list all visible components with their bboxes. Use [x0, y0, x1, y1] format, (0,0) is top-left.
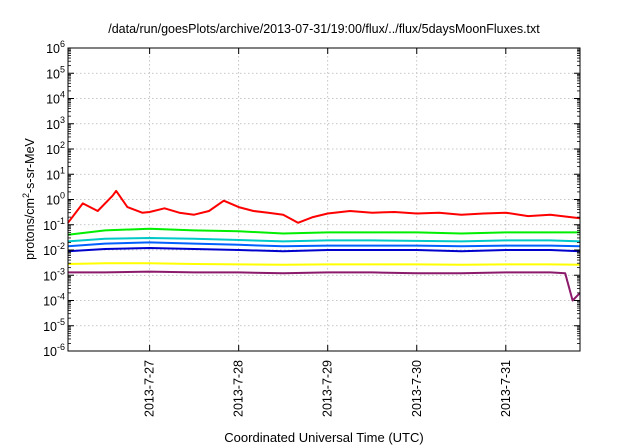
x-axis-label: Coordinated Universal Time (UTC)	[224, 430, 423, 445]
y-tick-label: 10-6	[43, 342, 65, 359]
series-line-7	[68, 270, 581, 302]
y-tick-label: 101	[46, 165, 65, 182]
x-tick-label: 2013-7-27	[143, 360, 157, 417]
y-tick-label: 10-3	[43, 266, 65, 283]
x-tick-label: 2013-7-30	[410, 360, 424, 417]
y-tick-label: 102	[46, 140, 65, 157]
grid-lines	[68, 48, 580, 351]
y-tick-label: 10-4	[43, 292, 65, 309]
y-tick-label: 106	[46, 39, 65, 56]
series-line-4	[67, 241, 581, 248]
y-axis-label-unit: protons/cm	[23, 198, 37, 260]
y-axis-label-exponent: 2	[21, 193, 31, 198]
series-line-6	[67, 262, 581, 266]
x-tick-label: 2013-7-28	[232, 360, 246, 417]
y-tick-label: 10-1	[43, 216, 65, 233]
series-line-3	[67, 237, 581, 243]
chart-title: /data/run/goesPlots/archive/2013-07-31/1…	[108, 22, 540, 36]
y-tick-label: 104	[46, 90, 65, 107]
y-tick-label: 103	[46, 115, 65, 132]
series-line-1	[67, 189, 581, 224]
y-axis-label-rest: -s-sr-MeV	[23, 137, 37, 193]
x-axis-ticks: 2013-7-27 2013-7-28 2013-7-29 2013-7-30 2013…	[143, 48, 513, 417]
series-line-2	[67, 227, 580, 236]
x-tick-label: 2013-7-31	[499, 360, 513, 417]
y-axis-label: protons/cm2-s-sr-MeV	[21, 137, 37, 259]
x-tick-label: 2013-7-29	[321, 360, 335, 417]
y-tick-label: 105	[46, 64, 65, 81]
series-line-5	[67, 247, 581, 253]
y-tick-label: 10-2	[43, 241, 65, 258]
y-axis-ticks: 10-6 10-5 10-4 10-3 10-2 10-1 100 101 102 103 104 1…	[43, 39, 580, 359]
y-tick-label: 100	[46, 191, 65, 208]
data-series	[67, 189, 581, 302]
y-tick-label: 10-5	[43, 317, 65, 334]
